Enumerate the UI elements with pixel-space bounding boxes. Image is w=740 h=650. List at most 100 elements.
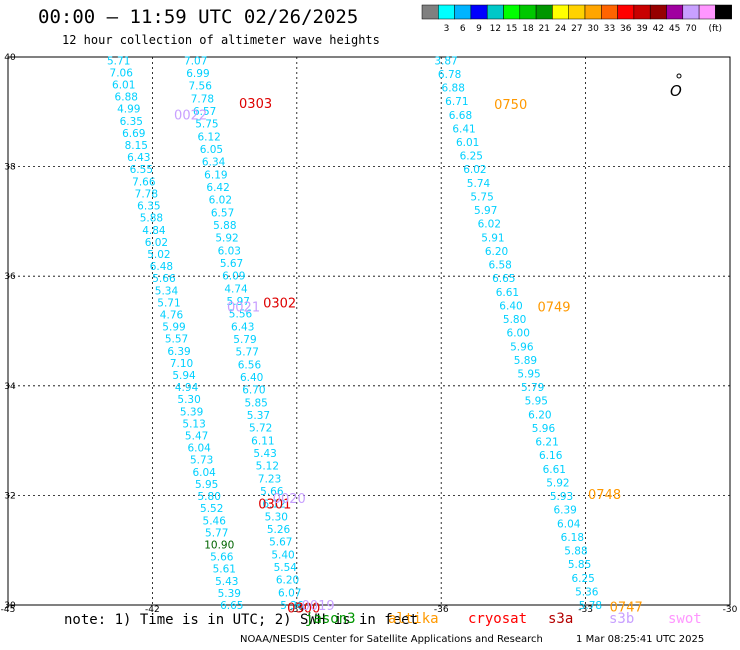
scale-swatch (470, 4, 488, 20)
wave-height-value: 7.06 (110, 67, 134, 79)
wave-height-value: 5.91 (481, 232, 504, 244)
wave-height-value: 6.04 (557, 518, 581, 530)
pass-time-label: 0022 (174, 109, 207, 124)
wave-height-value: 5.93 (550, 491, 573, 503)
wave-height-value: 6.61 (543, 464, 566, 476)
wave-height-value: 4.74 (224, 283, 248, 295)
wave-height-value: 6.12 (262, 499, 285, 511)
scale-swatch (438, 4, 455, 20)
legend-item-cryosat: cryosat (468, 611, 528, 627)
legend-item-jason3: jason3 (305, 611, 356, 627)
wave-height-value: 5.74 (467, 178, 491, 190)
scale-swatch (486, 4, 504, 20)
scale-label: 42 (653, 24, 664, 34)
pass-time-label: 0302 (263, 297, 296, 312)
wave-height-value: 6.43 (231, 321, 254, 333)
wave-height-value: 5.30 (177, 394, 200, 406)
wave-height-value: 5.85 (244, 397, 267, 409)
wave-height-value: 5.26 (267, 524, 291, 536)
scale-label: 30 (587, 24, 599, 34)
lat-tick-label: 36 (4, 272, 16, 282)
wave-height-value: 5.78 (579, 600, 602, 612)
timestamp: 1 Mar 08:25:41 UTC 2025 (576, 634, 705, 645)
altimeter-tracks: 5.717.066.016.884.996.356.698.156.436.55… (107, 55, 602, 612)
wave-height-value: 5.39 (218, 588, 241, 600)
wave-height-value: 6.25 (571, 573, 594, 585)
wave-height-value: 5.71 (157, 297, 180, 309)
wave-height-value: 5.77 (205, 527, 228, 539)
wave-height-value: 6.20 (485, 246, 508, 258)
track-group: 3.876.786.886.716.686.416.016.256.025.74… (434, 55, 602, 612)
lon-tick-label: -42 (145, 605, 160, 615)
wave-height-value: 5.85 (568, 559, 591, 571)
wave-height-value: 5.72 (249, 423, 272, 435)
legend-item-s3b: s3b (609, 611, 635, 627)
wave-height-value: 6.02 (463, 164, 486, 176)
pass-time-label: 0021 (227, 300, 260, 315)
wave-height-value: 5.77 (236, 347, 259, 359)
scale-swatch (698, 4, 716, 20)
map-frame (7, 56, 731, 606)
wave-height-value: 6.11 (251, 435, 274, 447)
wave-height-value: 5.80 (198, 491, 221, 503)
wave-height-value: 6.35 (120, 116, 143, 128)
legend-item-s3a: s3a (548, 611, 574, 627)
color-scale-labels: 3 6 9 12 15 18 21 24 27 30 33 36 39 42 45 70 (ft) (444, 24, 722, 34)
scale-label: 70 (685, 24, 697, 34)
wave-height-value: 6.68 (449, 110, 472, 122)
wave-height-value: 6.04 (187, 443, 211, 455)
wave-height-value: 6.02 (145, 237, 168, 249)
wave-height-value: 5.61 (213, 564, 236, 576)
wave-height-value: 6.20 (528, 409, 551, 421)
wave-height-value: 6.61 (496, 287, 519, 299)
wave-height-value: 5.40 (271, 549, 294, 561)
page-subtitle: 12 hour collection of altimeter wave hei… (62, 33, 380, 47)
scale-label: 12 (490, 24, 501, 34)
wave-height-value: 5.94 (172, 370, 196, 382)
wave-height-value: 5.39 (180, 406, 203, 418)
legend-item-altika: altika (388, 611, 439, 627)
wave-height-value: 5.95 (195, 479, 218, 491)
axis-tick-labels: -45 -42 -39 -36 -33 -30 40 38 36 34 32 30 (1, 53, 738, 615)
wave-height-value: 5.89 (514, 355, 537, 367)
scale-label: 18 (522, 24, 534, 34)
scale-label: 39 (636, 24, 648, 34)
wave-height-value: 6.88 (115, 92, 138, 104)
wave-height-value: 6.04 (192, 467, 216, 479)
wave-height-value: 4.76 (160, 309, 184, 321)
wave-height-value: 5.71 (107, 55, 130, 67)
wave-height-value: 6.18 (561, 532, 584, 544)
wave-height-value: 5.92 (215, 233, 238, 245)
pass-time-label: 0748 (588, 488, 621, 503)
wave-height-value: 4.84 (142, 225, 166, 237)
wave-height-value: 6.65 (220, 600, 243, 612)
wave-height-value: 6.78 (438, 69, 461, 81)
scale-swatch (682, 4, 700, 20)
wave-height-value: 6.69 (122, 128, 145, 140)
lon-tick-label: -45 (1, 605, 16, 615)
page-title: 00:00 – 11:59 UTC 02/26/2025 (38, 6, 359, 28)
wave-height-value: 6.35 (137, 201, 160, 213)
wave-height-value: 5.95 (517, 368, 540, 380)
wave-height-value: 8.15 (125, 140, 148, 152)
wave-height-value: 5.88 (564, 546, 587, 558)
scale-swatch (617, 4, 635, 20)
wave-height-value: 6.00 (507, 328, 530, 340)
wave-height-value: 4.99 (117, 104, 140, 116)
scale-swatch (519, 4, 537, 20)
wave-height-value: 6.71 (445, 96, 468, 108)
wave-height-value: 5.95 (525, 396, 548, 408)
wave-height-value: 5.66 (260, 486, 284, 498)
wave-height-value: 5.30 (265, 511, 288, 523)
wave-height-value: 6.05 (200, 144, 223, 156)
scale-label: 36 (620, 24, 632, 34)
wave-height-value: 5.88 (213, 220, 236, 232)
wave-height-value: 5.75 (195, 119, 218, 131)
wave-height-value: 5.88 (140, 213, 163, 225)
scale-label: 9 (476, 24, 482, 34)
pass-time-label: 0301 (258, 498, 291, 513)
color-scale-bar (421, 4, 732, 20)
wave-height-value: 5.36 (280, 600, 304, 612)
pass-time-label: 0750 (494, 98, 527, 113)
